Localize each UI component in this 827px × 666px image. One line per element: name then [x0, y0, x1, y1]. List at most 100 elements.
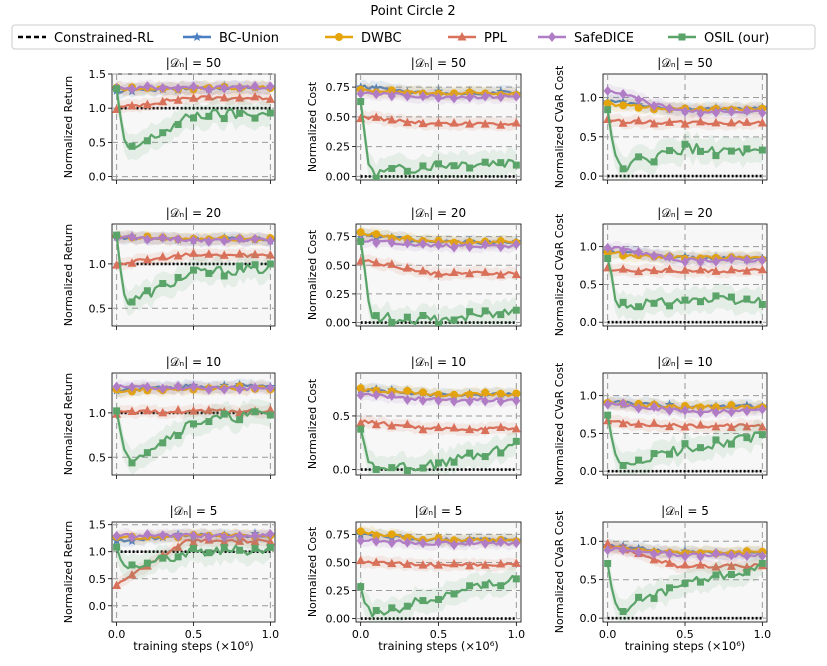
legend-label: BC-Union — [219, 31, 279, 46]
series-marker-safedice — [403, 238, 412, 249]
series-marker-osil-our — [419, 597, 427, 605]
y-tick-label: 0.0 — [580, 170, 598, 183]
y-tick-label: 0.0 — [580, 612, 598, 625]
series-marker-osil-our — [372, 465, 380, 473]
series-marker-safedice — [650, 401, 659, 412]
series-marker-osil-our — [357, 583, 365, 591]
series-marker-ppl — [511, 269, 521, 279]
series-marker-osil-our — [481, 453, 489, 461]
series-marker-osil-our — [696, 147, 704, 155]
series-marker-safedice — [235, 530, 244, 541]
series-marker-osil-our — [357, 237, 365, 245]
series-marker-osil-our — [435, 160, 442, 168]
y-axis-label: Normalized CVaR Cost — [553, 65, 566, 188]
series-marker-safedice — [127, 532, 136, 543]
y-axis-label: Normalized Cost — [306, 378, 319, 469]
y-axis-label: Normalized Return — [62, 521, 75, 623]
series-marker-safedice — [356, 88, 365, 99]
x-tick-label: 1.0 — [754, 628, 772, 641]
series-marker-ppl — [356, 555, 366, 565]
y-tick-label: 0.5 — [580, 131, 598, 144]
series-marker-safedice — [158, 383, 167, 394]
series-marker-osil-our — [236, 416, 244, 424]
series-marker-safedice — [189, 530, 198, 541]
series-marker-osil-our — [512, 437, 520, 445]
panel-r2-c1: 0.5 1.0 |𝒟ₙ| = 20 Normalized Return — [62, 206, 276, 330]
legend-label: DWBC — [361, 31, 402, 46]
x-tick-label: 0.0 — [108, 628, 126, 641]
series-marker-osil-our — [466, 164, 474, 172]
series-marker-osil-our — [666, 302, 674, 310]
series-marker-ppl — [726, 561, 736, 570]
series-marker-safedice — [634, 94, 643, 105]
series-band-osil-our — [116, 533, 271, 581]
panel-r4-c1: 0.0 0.5 1.0 1.5 0.0 0.5 1.0 |𝒟ₙ| = 5 Normalized … — [62, 504, 279, 653]
series-marker-safedice — [418, 538, 427, 549]
series-marker-safedice — [496, 396, 505, 407]
series-marker-osil-our — [419, 162, 427, 170]
y-tick-label: 0.5 — [89, 136, 107, 149]
y-tick-label: 0.25 — [326, 585, 351, 598]
series-marker-safedice — [204, 532, 213, 543]
series-marker-safedice — [356, 390, 365, 401]
series-marker-safedice — [465, 396, 474, 407]
plot-series — [356, 382, 521, 475]
series-marker-osil-our — [190, 544, 197, 552]
y-tick-label: 0.5 — [89, 451, 107, 464]
series-marker-osil-our — [128, 298, 136, 306]
series-marker-ppl — [402, 559, 412, 568]
series-marker-safedice — [512, 395, 521, 406]
series-marker-osil-our — [220, 272, 228, 280]
series-marker-osil-our — [619, 461, 627, 469]
series-marker-safedice — [481, 396, 490, 407]
plot-series — [356, 79, 521, 180]
series-marker-osil-our — [388, 604, 396, 612]
x-tick-label: 0.5 — [430, 628, 448, 641]
panel-title: |𝒟ₙ| = 10 — [166, 355, 221, 369]
y-tick-label: 0.00 — [326, 613, 351, 626]
series-marker-safedice — [465, 241, 474, 252]
panel-title: |𝒟ₙ| = 5 — [170, 504, 218, 518]
series-marker-ppl — [634, 115, 644, 125]
series-marker-ppl — [511, 423, 521, 433]
series-marker-safedice — [127, 231, 136, 242]
series-marker-ppl — [680, 422, 690, 431]
series-marker-safedice — [418, 239, 427, 250]
plot-series — [112, 378, 275, 475]
series-marker-ppl — [480, 560, 490, 569]
series-marker-safedice — [603, 545, 612, 556]
series-marker-osil-our — [681, 579, 689, 587]
y-axis-label: Normalized Return — [62, 76, 75, 178]
series-marker-dwbc — [372, 230, 381, 239]
series-marker-osil-our — [650, 158, 658, 166]
series-marker-osil-our — [372, 607, 380, 615]
series-marker-osil-our — [128, 459, 136, 467]
series-marker-dwbc — [727, 401, 736, 410]
series-marker-safedice — [634, 547, 643, 558]
series-marker-safedice — [619, 398, 628, 409]
series-marker-safedice — [418, 91, 427, 102]
series-marker-safedice — [496, 241, 505, 252]
legend-item-constrained-rl: Constrained-RL — [18, 31, 154, 46]
series-marker-safedice — [266, 528, 275, 539]
series-marker-safedice — [235, 384, 244, 395]
series-marker-osil-our — [220, 410, 228, 418]
series-marker-ppl — [158, 251, 168, 261]
series-marker-osil-our — [727, 571, 735, 579]
series-marker-ppl — [189, 248, 198, 257]
series-marker-osil-our — [696, 298, 704, 306]
y-tick-label: 0.50 — [326, 259, 351, 272]
y-tick-label: 0.75 — [326, 81, 351, 94]
series-marker-dwbc — [465, 390, 474, 399]
panel-title: |𝒟ₙ| = 20 — [657, 206, 712, 220]
panel-r1-c3: 0.0 0.5 1.0 |𝒟ₙ| = 50 Normalized CVaR Cost — [553, 56, 768, 188]
series-marker-osil-our — [512, 161, 520, 169]
series-marker-safedice — [665, 103, 674, 114]
series-marker-ppl — [371, 112, 381, 121]
series-marker-osil-our — [190, 114, 197, 122]
series-marker-ppl — [680, 119, 690, 128]
series-marker-osil-our — [266, 411, 274, 419]
series-marker-ppl — [496, 558, 506, 568]
series-marker-osil-our — [174, 553, 182, 561]
series-marker-safedice — [189, 381, 198, 392]
